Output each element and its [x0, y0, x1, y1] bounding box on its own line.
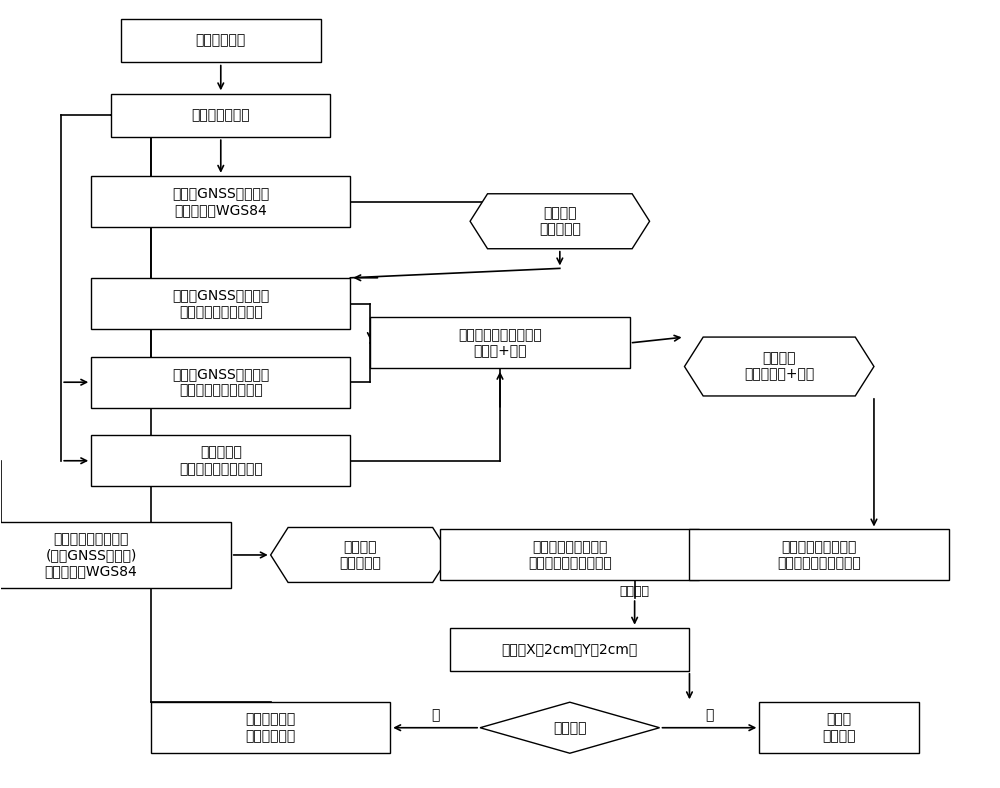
FancyBboxPatch shape — [0, 522, 231, 589]
Text: 是否超限: 是否超限 — [553, 721, 587, 734]
Polygon shape — [684, 337, 874, 396]
Polygon shape — [271, 527, 450, 582]
Text: 否: 否 — [705, 708, 714, 723]
Text: 管节初始标定: 管节初始标定 — [196, 34, 246, 47]
FancyBboxPatch shape — [759, 702, 919, 753]
Text: 管顶特征点实际位置
所属坐标：施工坐标系: 管顶特征点实际位置 所属坐标：施工坐标系 — [528, 540, 612, 570]
FancyBboxPatch shape — [450, 627, 689, 671]
Text: 坐标转换
空间七参数: 坐标转换 空间七参数 — [539, 206, 581, 236]
FancyBboxPatch shape — [91, 435, 350, 486]
Text: 是: 是 — [431, 708, 439, 723]
Text: 管顶特征点理论位置
所属坐标：施工坐标系: 管顶特征点理论位置 所属坐标：施工坐标系 — [777, 540, 861, 570]
FancyBboxPatch shape — [370, 318, 630, 369]
Text: 管顶特征点实际位置
(架设GNSS接收机)
所属坐标：WGS84: 管顶特征点实际位置 (架设GNSS接收机) 所属坐标：WGS84 — [45, 532, 138, 578]
FancyBboxPatch shape — [440, 530, 699, 581]
Text: 测量塔GNSS定位结果
所属坐标：施工坐标系: 测量塔GNSS定位结果 所属坐标：施工坐标系 — [172, 288, 269, 319]
Text: 测量塔GNSS天线位置
所属坐标：管节坐标系: 测量塔GNSS天线位置 所属坐标：管节坐标系 — [172, 367, 269, 397]
Text: 坐标转换
空间七参数: 坐标转换 空间七参数 — [339, 540, 381, 570]
FancyBboxPatch shape — [689, 530, 949, 581]
FancyBboxPatch shape — [91, 176, 350, 227]
Text: 计算实时平面转换参数
四参数+高程: 计算实时平面转换参数 四参数+高程 — [458, 328, 542, 358]
FancyBboxPatch shape — [91, 278, 350, 329]
Text: 对测量塔进行
标定误差校正: 对测量塔进行 标定误差校正 — [246, 712, 296, 743]
Text: 测量塔初始标定: 测量塔初始标定 — [191, 108, 250, 122]
FancyBboxPatch shape — [111, 94, 330, 137]
Polygon shape — [470, 194, 650, 249]
FancyBboxPatch shape — [151, 702, 390, 753]
Polygon shape — [480, 702, 660, 753]
FancyBboxPatch shape — [91, 357, 350, 407]
Text: 精度比对: 精度比对 — [620, 585, 650, 598]
Text: 测量塔
标定完成: 测量塔 标定完成 — [822, 712, 856, 743]
Text: 测量塔GNSS定位结果
所属坐标：WGS84: 测量塔GNSS定位结果 所属坐标：WGS84 — [172, 187, 269, 217]
Text: 实时转换
平面四参数+高程: 实时转换 平面四参数+高程 — [744, 351, 814, 381]
Text: 限差（X：2cm，Y：2cm）: 限差（X：2cm，Y：2cm） — [502, 642, 638, 656]
FancyBboxPatch shape — [121, 19, 320, 62]
Text: 管顶特征点
所属坐标：管节坐标系: 管顶特征点 所属坐标：管节坐标系 — [179, 446, 263, 476]
